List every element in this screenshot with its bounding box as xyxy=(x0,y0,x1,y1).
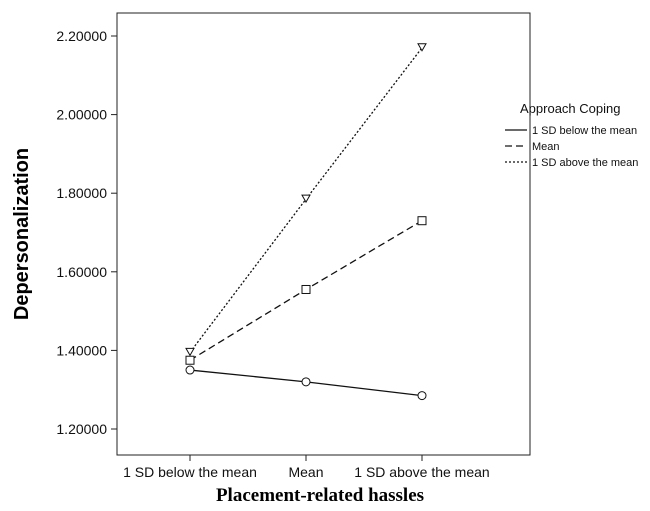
y-tick-label: 1.60000 xyxy=(56,264,107,280)
series-3 xyxy=(185,43,427,357)
legend-title: Approach Coping xyxy=(520,101,620,116)
series-2 xyxy=(185,216,427,365)
y-tick-label: 2.00000 xyxy=(56,107,107,123)
x-axis-title: Placement-related hassles xyxy=(216,485,424,506)
y-tick-label: 2.20000 xyxy=(56,28,107,44)
x-tick-label: Mean xyxy=(288,464,323,480)
y-tick-label: 1.80000 xyxy=(56,185,107,201)
x-tick-label: 1 SD above the mean xyxy=(354,464,489,480)
plot-area-frame xyxy=(116,12,531,456)
legend-entry-label: 1 SD above the mean xyxy=(532,157,638,169)
data-point-circle xyxy=(185,365,195,375)
series-layer xyxy=(185,43,427,401)
x-tick-label: 1 SD below the mean xyxy=(123,464,257,480)
legend: Approach Coping 1 SD below the mean Mean 1… xyxy=(505,101,638,169)
x-axis: 1 SD below the mean Mean 1 SD above the me… xyxy=(123,455,490,480)
data-point-circle xyxy=(417,391,427,401)
legend-entry-label: 1 SD below the mean xyxy=(532,125,637,137)
y-axis-title: Depersonalization xyxy=(11,148,33,320)
data-point-square xyxy=(301,284,311,294)
series-1 xyxy=(185,365,427,401)
data-point-triangle xyxy=(417,43,427,52)
data-point-square xyxy=(417,216,427,226)
data-point-circle xyxy=(301,377,311,387)
y-tick-label: 1.20000 xyxy=(56,421,107,437)
legend-entry-label: Mean xyxy=(532,141,560,153)
data-point-square xyxy=(185,355,195,365)
y-axis: 1.20000 1.40000 1.60000 1.80000 2.00000 2.200… xyxy=(56,28,117,437)
y-tick-label: 1.40000 xyxy=(56,342,107,358)
data-point-triangle xyxy=(301,194,311,204)
data-point-triangle xyxy=(185,347,195,357)
